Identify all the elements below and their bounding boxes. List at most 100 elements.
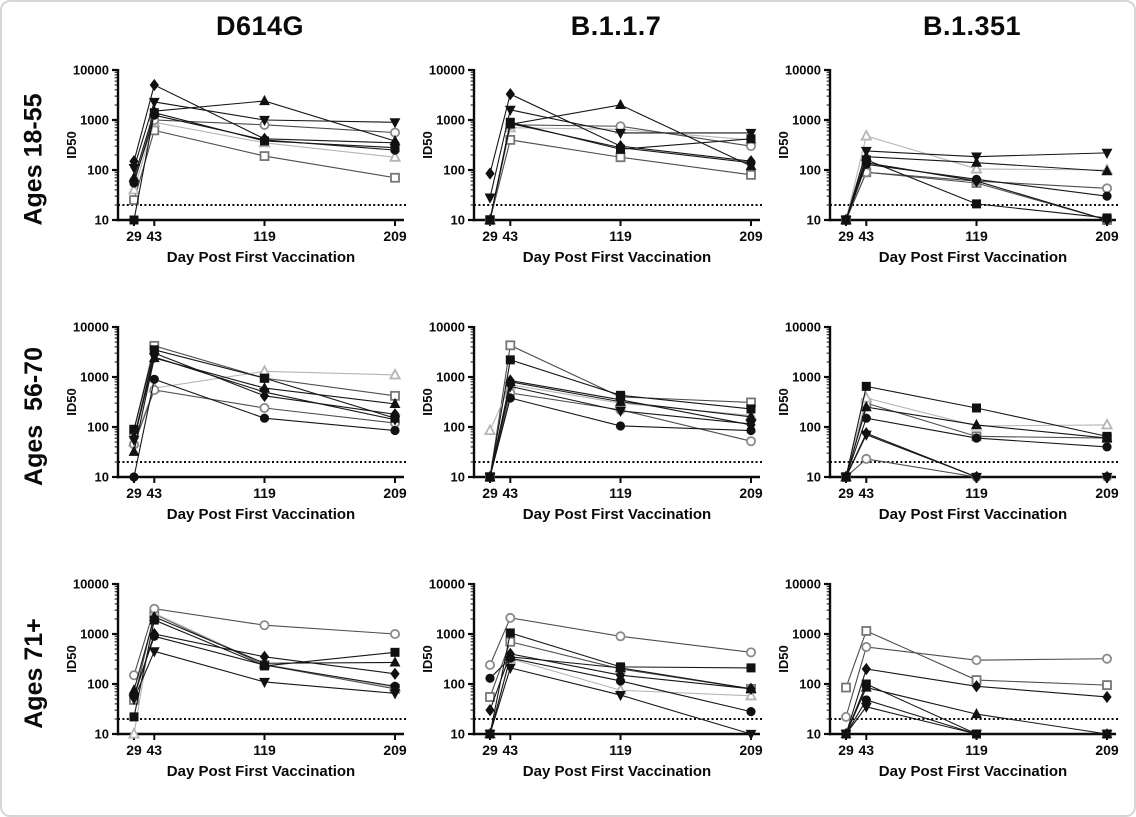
series-line-open-square — [845, 402, 1108, 478]
x-tick-label: 43 — [859, 742, 875, 758]
marker-open-circle — [1101, 653, 1112, 664]
x-axis-title: Day Post First Vaccination — [167, 249, 355, 266]
y-tick-label: 10000 — [785, 63, 821, 78]
panel-cell-r0c1: 10 100 1000 10000 ID50 29 43 119 209 Day Post Fir… — [418, 46, 774, 303]
panel-ages-18-55-b1351: 10 100 1000 10000 ID50 29 43 119 209 Day Post Fir… — [776, 63, 1120, 266]
series-line-filled-triangle-down — [489, 385, 752, 478]
marker-filled-diamond — [971, 470, 982, 484]
marker-filled-triangle-down — [484, 193, 496, 204]
row-title-cell-ages-71plus: Ages 71+ — [6, 560, 62, 815]
series-line-filled-triangle-up — [845, 406, 1108, 478]
marker-filled-triangle-up — [971, 708, 982, 719]
series-line-open-circle — [489, 392, 752, 478]
x-tick-label: 209 — [739, 742, 763, 758]
panel-cell-r1c0: 10 100 1000 10000 ID50 29 43 119 209 Day Post Fir… — [62, 303, 418, 560]
marker-open-square — [861, 626, 872, 636]
y-axis-title: ID50 — [420, 645, 435, 672]
y-tick-label: 100 — [443, 420, 465, 435]
marker-filled-square — [861, 381, 871, 391]
y-tick-label: 100 — [87, 420, 109, 435]
marker-open-circle — [745, 436, 756, 447]
marker-filled-diamond — [841, 470, 851, 484]
series-line-filled-diamond — [845, 162, 1108, 221]
marker-open-square — [259, 151, 270, 161]
marker-filled-circle — [149, 374, 159, 384]
marker-filled-square — [390, 647, 400, 657]
y-tick-label: 1000 — [80, 113, 109, 128]
marker-open-square — [485, 692, 495, 702]
x-tick-label: 209 — [739, 228, 763, 244]
y-tick-label: 10 — [807, 470, 821, 485]
x-tick-label: 209 — [383, 485, 407, 501]
panel-cell-r1c2: 10 100 1000 10000 ID50 29 43 119 209 Day Post Fir… — [774, 303, 1130, 560]
marker-open-square — [505, 636, 516, 647]
y-tick-label: 100 — [799, 420, 821, 435]
marker-filled-diamond — [259, 389, 270, 402]
x-axis-title: Day Post First Vaccination — [879, 763, 1067, 780]
x-tick-label: 29 — [482, 228, 498, 244]
marker-open-triangle-up — [1100, 418, 1114, 430]
x-tick-label: 29 — [126, 742, 142, 758]
panel-cell-r2c2: 10 100 1000 10000 ID50 29 43 119 209 Day Post Fir… — [774, 560, 1130, 815]
marker-filled-diamond — [841, 727, 851, 741]
x-tick-label: 29 — [838, 742, 854, 758]
x-tick-label: 119 — [965, 228, 988, 244]
marker-filled-triangle-up — [389, 656, 401, 667]
marker-open-circle — [259, 620, 270, 631]
series-line-open-triangle-up — [845, 397, 1108, 478]
x-tick-label: 43 — [503, 742, 519, 758]
y-tick-label: 100 — [443, 163, 465, 178]
series-line-filled-square — [133, 349, 396, 430]
marker-filled-diamond — [259, 650, 270, 663]
marker-open-circle — [259, 402, 270, 413]
marker-filled-diamond — [149, 347, 159, 360]
marker-filled-diamond — [149, 78, 159, 92]
row-title-cell-ages-18-55: Ages 18-55 — [6, 46, 62, 303]
series-line-filled-triangle-up — [845, 686, 1108, 735]
marker-filled-triangle-down — [504, 663, 516, 674]
y-tick-label: 1000 — [436, 113, 465, 128]
marker-filled-circle — [746, 707, 756, 717]
marker-open-circle — [861, 453, 872, 464]
series-line-open-circle — [845, 171, 1108, 221]
panel-ages-56-70-d614g: 10 100 1000 10000 ID50 29 43 119 209 Day Post Fir… — [64, 320, 408, 523]
y-axis-title: ID50 — [776, 388, 791, 415]
marker-filled-triangle-down — [615, 128, 626, 140]
series-line-filled-circle — [133, 114, 396, 184]
marker-open-square — [1102, 680, 1112, 691]
marker-filled-diamond — [390, 136, 400, 149]
marker-open-circle — [841, 711, 852, 722]
x-axis-title: Day Post First Vaccination — [879, 249, 1067, 266]
marker-filled-triangle-down — [148, 97, 160, 108]
marker-filled-diamond — [615, 669, 626, 682]
y-tick-label: 10000 — [785, 577, 821, 592]
y-tick-label: 10 — [95, 727, 109, 742]
x-tick-label: 29 — [838, 228, 854, 244]
series-line-open-triangle-up — [133, 370, 396, 443]
series-line-filled-triangle-up — [133, 357, 396, 452]
series-line-filled-square — [489, 359, 752, 478]
series-line-filled-triangle-up — [489, 104, 752, 221]
y-tick-label: 10000 — [429, 63, 465, 78]
series-line-open-square — [845, 630, 1108, 688]
marker-filled-triangle-down — [259, 115, 270, 127]
series-line-filled-diamond — [489, 653, 752, 711]
panel-ages-71plus-b117: 10 100 1000 10000 ID50 29 43 119 209 Day Post Fir… — [420, 577, 764, 780]
y-tick-label: 100 — [87, 677, 109, 692]
column-title-d614g: D614G — [215, 10, 305, 41]
series-line-open-square — [489, 344, 752, 478]
series-line-filled-diamond — [489, 379, 752, 478]
y-tick-label: 10 — [807, 213, 821, 228]
x-tick-label: 29 — [482, 742, 498, 758]
series-line-open-square — [489, 139, 752, 221]
marker-filled-circle — [615, 421, 626, 431]
marker-filled-triangle-down — [148, 647, 160, 658]
column-title-b1351: B.1.351 — [922, 10, 1022, 41]
marker-open-triangle-up — [127, 182, 141, 195]
x-tick-label: 29 — [126, 228, 142, 244]
marker-filled-triangle-down — [389, 118, 401, 129]
y-axis-title: ID50 — [420, 131, 435, 158]
figure-grid: D614G B.1.1.7 B.1.351 Ages 18-55 10 100 10… — [6, 6, 1134, 815]
marker-open-triangle-up — [127, 727, 141, 739]
